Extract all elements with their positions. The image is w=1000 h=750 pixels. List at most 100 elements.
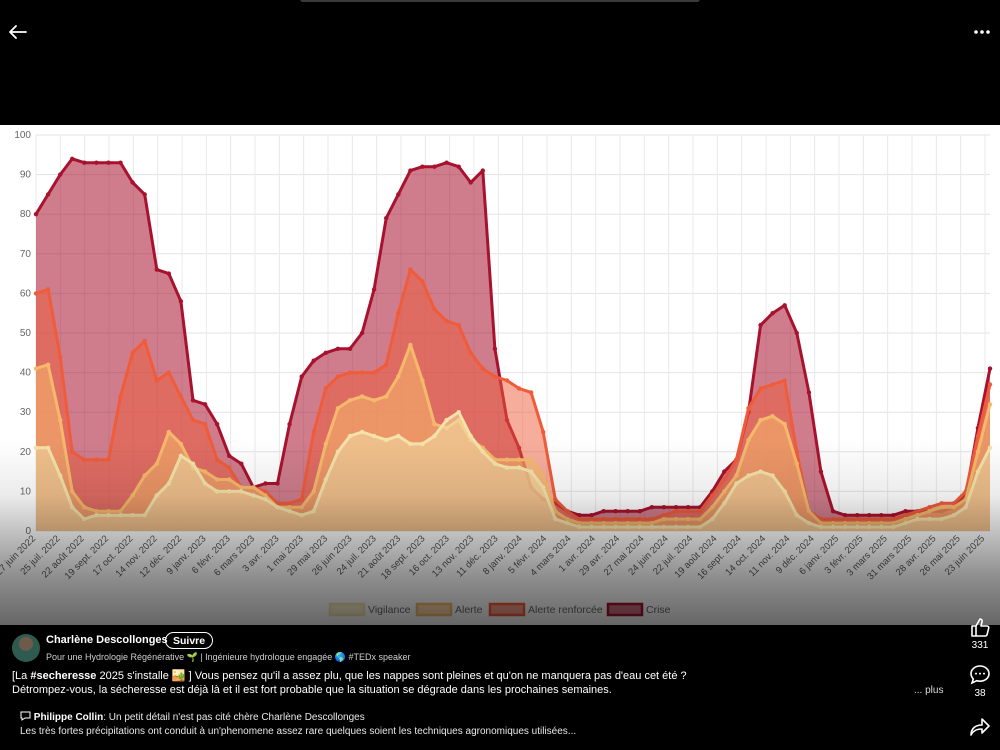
legend-swatch [488,602,526,617]
comment-author[interactable]: Philippe Collin [33,712,104,723]
data-point-vigilance [746,473,751,478]
data-point-alerte [927,509,932,514]
data-point-crise [311,358,316,363]
hashtag-link[interactable]: #secheresse [30,670,97,682]
data-point-alerte_renforcee [287,501,292,506]
top-bar [0,0,1000,125]
data-point-crise [468,180,473,185]
like-button[interactable]: 331 [962,616,998,651]
data-point-alerte [106,509,111,514]
data-point-vigilance [915,516,920,522]
data-point-vigilance [251,493,256,498]
data-point-vigilance [577,524,582,530]
data-point-alerte [202,469,208,474]
comment-button[interactable]: 38 [962,664,998,699]
data-point-alerte [130,493,135,498]
data-point-crise [794,330,799,336]
data-point-crise [227,453,232,458]
data-point-alerte_renforcee [939,501,944,506]
data-point-vigilance [154,493,159,498]
legend-item-alerte: Alerte [415,602,483,617]
data-point-alerte [263,493,268,498]
data-point-crise [456,164,461,169]
data-point-alerte [746,437,751,443]
more-options-button[interactable] [968,20,996,44]
data-point-alerte_renforcee [118,394,123,399]
follow-button[interactable]: Suivre [165,632,214,649]
data-point-crise [106,160,111,165]
data-point-alerte [323,441,328,447]
author-headline: Pour une Hydrologie Régénérative 🌱 | Ing… [46,652,411,662]
data-point-vigilance [347,433,353,439]
data-point-alerte_renforcee [541,429,546,435]
data-point-alerte_renforcee [396,311,401,316]
data-point-alerte_renforcee [710,493,715,498]
data-point-crise [202,402,208,407]
data-point-alerte [589,520,594,526]
avatar[interactable] [12,634,40,662]
data-point-vigilance [710,516,715,522]
data-point-crise [118,160,123,165]
data-point-alerte_renforcee [891,516,896,522]
y-tick-label: 10 [20,486,32,497]
data-point-alerte_renforcee [770,382,775,387]
data-point-alerte_renforcee [468,350,473,355]
data-point-vigilance [396,433,401,439]
data-point-alerte [601,520,606,526]
author-name[interactable]: Charlène Descollonges [46,634,168,646]
data-point-vigilance [33,445,39,450]
chart-image: 0 10 20 30 40 50 60 70 80 90 100 27 juin 2022 25 ju… [0,125,1000,625]
post-author[interactable]: Charlène Descollonges Suivre Pour une Hy… [12,632,912,666]
data-point-vigilance [975,469,981,474]
data-point-vigilance [722,501,727,506]
data-point-alerte [987,402,993,407]
data-point-alerte [613,520,618,526]
data-point-crise [432,164,437,169]
share-button[interactable] [962,716,998,738]
data-point-alerte [166,429,171,435]
data-point-vigilance [287,509,292,514]
data-point-alerte_renforcee [214,457,220,462]
data-point-alerte_renforcee [698,509,703,514]
data-point-alerte [70,489,75,494]
data-point-vigilance [782,489,787,494]
y-tick-label: 70 [20,249,32,260]
see-more-link[interactable]: ... plus [914,685,944,696]
data-point-alerte [685,516,691,522]
data-point-vigilance [951,513,956,518]
data-point-alerte_renforcee [855,516,860,522]
comment-text: : Un petit détail n'est pas cité chère C… [103,712,365,723]
data-point-vigilance [299,513,304,518]
data-point-alerte [758,417,763,423]
data-point-alerte [830,520,836,526]
data-point-alerte [371,398,377,403]
data-point-vigilance [58,473,63,478]
data-point-alerte [734,473,739,478]
top-comment[interactable]: Philippe Collin: Un petit détail n'est p… [20,711,900,739]
data-point-crise [806,390,812,395]
data-point-crise [178,299,184,304]
data-point-alerte_renforcee [782,378,787,383]
data-point-vigilance [45,445,51,450]
data-point-vigilance [492,461,498,466]
data-point-alerte_renforcee [516,386,522,391]
data-point-alerte [722,489,727,494]
data-point-alerte_renforcee [130,350,135,355]
y-tick-label: 100 [14,130,31,141]
y-tick-label: 60 [20,288,32,299]
data-point-crise [371,287,377,292]
data-point-crise [444,160,449,165]
data-point-alerte_renforcee [915,509,920,514]
data-point-vigilance [142,513,147,518]
data-point-vigilance [927,516,932,522]
data-point-alerte [408,342,413,348]
data-point-crise [987,366,993,371]
data-point-crise [154,267,159,272]
back-button[interactable] [6,20,30,44]
data-point-crise [82,160,87,165]
data-point-alerte [661,516,667,522]
data-point-alerte [504,457,510,462]
data-point-vigilance [480,449,485,454]
data-point-vigilance [903,520,908,526]
